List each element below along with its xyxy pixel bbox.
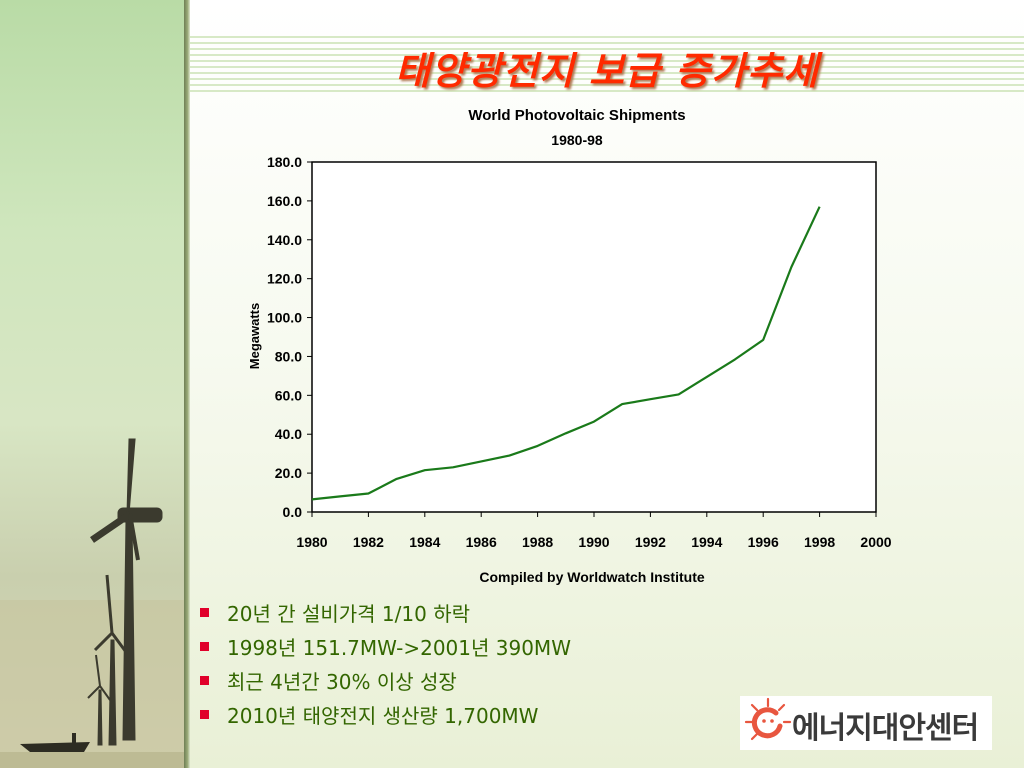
x-axis-ticks: 1980 1982 1984 1986 1988 1990 1992 1994 1996 1998… xyxy=(296,512,892,550)
bullet-text: 20년 간 설비가격 1/10 하락 xyxy=(227,602,470,626)
x-tick-label: 1998 xyxy=(804,534,835,550)
x-tick-label: 1984 xyxy=(409,534,440,550)
energy-center-logo: 에너지대안센터 xyxy=(740,696,992,750)
y-axis-label: Megawatts xyxy=(247,303,262,369)
y-tick-label: 40.0 xyxy=(275,426,302,442)
y-tick-label: 120.0 xyxy=(267,271,302,287)
wind-turbine-illustration xyxy=(0,438,186,768)
x-tick-label: 1996 xyxy=(748,534,779,550)
x-tick-label: 1992 xyxy=(635,534,666,550)
x-tick-label: 2000 xyxy=(860,534,891,550)
y-axis-ticks: 0.0 20.0 40.0 60.0 80.0 100.0 120.0 140.0 160.0 1… xyxy=(267,154,312,520)
slide-title: 태양광전지 보급 증가추세 xyxy=(394,49,820,93)
x-tick-label: 1982 xyxy=(353,534,384,550)
bullet-marker-icon xyxy=(200,676,209,685)
logo-text: 에너지대안센터 xyxy=(792,711,979,746)
bullet-text: 1998년 151.7MW->2001년 390MW xyxy=(227,636,571,660)
x-tick-label: 1990 xyxy=(578,534,609,550)
x-tick-label: 1986 xyxy=(466,534,497,550)
y-tick-label: 80.0 xyxy=(275,348,302,364)
chart-subtitle: 1980-98 xyxy=(551,132,603,148)
y-tick-label: 0.0 xyxy=(283,504,303,520)
bullet-marker-icon xyxy=(200,710,209,719)
y-tick-label: 160.0 xyxy=(267,193,302,209)
bullet-text: 2010년 태양전지 생산량 1,700MW xyxy=(227,704,539,728)
panel-divider xyxy=(184,0,190,768)
x-tick-label: 1980 xyxy=(296,534,327,550)
x-tick-label: 1988 xyxy=(522,534,553,550)
title-stripes xyxy=(190,36,1024,96)
y-tick-label: 20.0 xyxy=(275,465,302,481)
x-tick-label: 1994 xyxy=(691,534,722,550)
bullet-marker-icon xyxy=(200,642,209,651)
y-tick-label: 140.0 xyxy=(267,232,302,248)
pv-shipments-chart: World Photovoltaic Shipments 1980-98 Meg… xyxy=(247,107,892,585)
y-tick-label: 180.0 xyxy=(267,154,302,170)
bullet-text: 최근 4년간 30% 이상 성장 xyxy=(227,670,457,694)
bullet-item: 1998년 151.7MW->2001년 390MW xyxy=(200,631,571,665)
bullet-item: 20년 간 설비가격 1/10 하락 xyxy=(200,597,571,631)
left-decorative-panel xyxy=(0,0,186,768)
sun-face-icon xyxy=(744,697,792,741)
bullet-item: 최근 4년간 30% 이상 성장 xyxy=(200,665,571,699)
bullet-item: 2010년 태양전지 생산량 1,700MW xyxy=(200,699,571,733)
bullet-marker-icon xyxy=(200,608,209,617)
bullet-list: 20년 간 설비가격 1/10 하락 1998년 151.7MW->2001년 … xyxy=(200,597,571,733)
y-tick-label: 100.0 xyxy=(267,310,302,326)
plot-area xyxy=(311,161,877,513)
chart-title: World Photovoltaic Shipments xyxy=(468,107,685,124)
x-axis-label: Compiled by Worldwatch Institute xyxy=(479,569,705,585)
series-line-pv-shipments xyxy=(311,206,821,501)
y-tick-label: 60.0 xyxy=(275,387,302,403)
